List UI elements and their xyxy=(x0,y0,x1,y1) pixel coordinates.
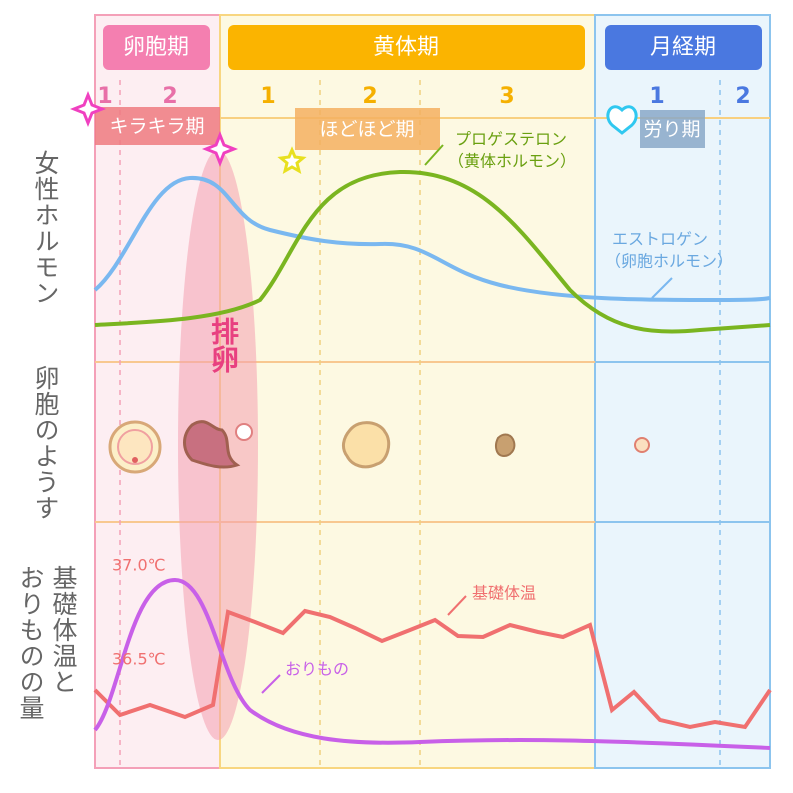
row-label: 女性ホルモン xyxy=(31,150,60,306)
stage-box xyxy=(295,108,440,150)
leader xyxy=(447,595,467,616)
week-number: 1 xyxy=(649,84,664,109)
row-label: 卵胞のようす xyxy=(31,365,60,521)
egg xyxy=(235,423,253,441)
sparkle xyxy=(69,90,107,128)
ruptured-follicle xyxy=(183,420,241,469)
corpus-luteum xyxy=(341,421,391,469)
follicle xyxy=(117,429,153,465)
curve-label: （黄体ホルモン） xyxy=(448,152,576,171)
stage-label: キラキラ期 xyxy=(109,116,204,138)
stage-label: ほどほど期 xyxy=(319,119,414,141)
curve-label: おりもの xyxy=(285,660,349,679)
week-number: 1 xyxy=(97,84,112,109)
leader xyxy=(424,144,444,166)
curve-label: エストロゲン xyxy=(612,230,708,249)
follicle xyxy=(132,457,138,463)
week-numbers: 1 2 1 2 3 1 2 xyxy=(97,84,750,109)
phase-label: 黄体期 xyxy=(373,35,439,60)
estrogen-curve xyxy=(93,175,771,302)
phase-label: 月経期 xyxy=(650,35,716,60)
leader xyxy=(261,674,281,694)
ovulation-label: 排卵 xyxy=(207,317,240,374)
sparkle xyxy=(201,130,239,168)
progesterone-curve xyxy=(94,169,771,334)
week-number: 2 xyxy=(735,84,750,109)
week-dividers xyxy=(119,80,721,768)
week-number: 1 xyxy=(260,84,275,109)
sparkle xyxy=(277,146,307,175)
follicle xyxy=(634,437,650,453)
curve-label: 基礎体温 xyxy=(472,584,536,603)
phase-box xyxy=(228,25,585,70)
curve-label: プロゲステロン xyxy=(455,130,567,149)
discharge-curve xyxy=(93,577,771,750)
week-number: 2 xyxy=(362,84,377,109)
row-label: 基礎体温と xyxy=(49,565,78,695)
temp-label: 37.0℃ xyxy=(112,556,166,575)
phase-label: 卵胞期 xyxy=(123,35,189,60)
temp-label: 36.5℃ xyxy=(112,650,166,669)
phase-box xyxy=(103,25,210,70)
row-label: おりものの量 xyxy=(16,565,45,721)
phase-box xyxy=(605,25,762,70)
week-number: 3 xyxy=(499,84,514,109)
stage-box xyxy=(95,107,220,145)
week-number: 2 xyxy=(162,84,177,109)
stage-label: 労り期 xyxy=(643,119,700,141)
temperature-curve xyxy=(93,608,772,730)
corpus-albicans xyxy=(495,433,516,458)
heart xyxy=(606,105,638,135)
stage-box xyxy=(640,110,705,148)
curve-label: （卵胞ホルモン） xyxy=(605,252,733,271)
leader xyxy=(651,277,673,299)
